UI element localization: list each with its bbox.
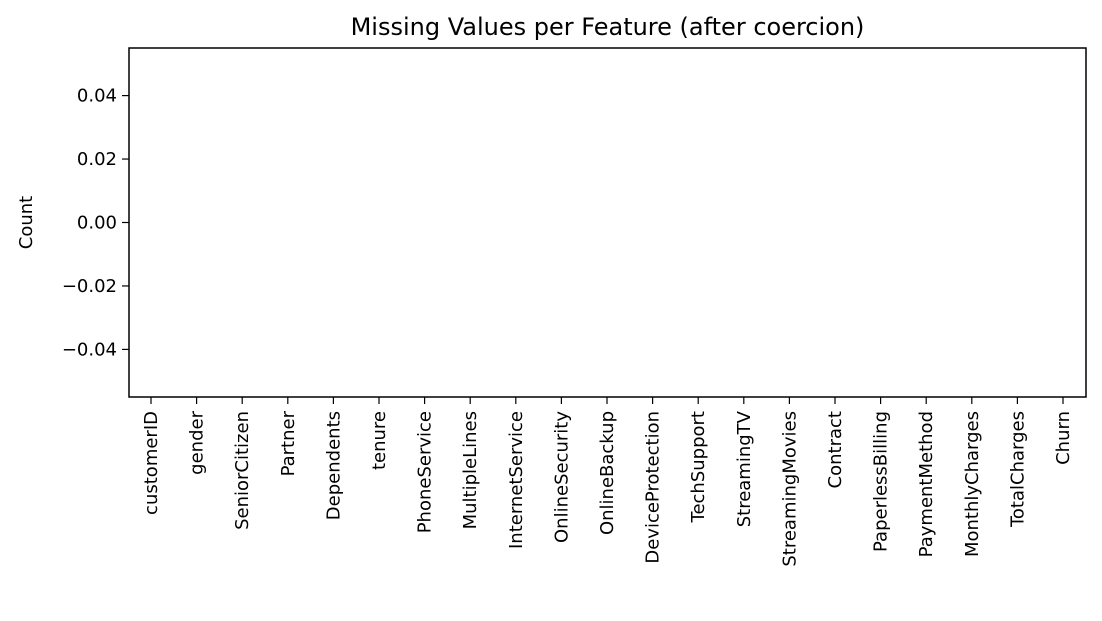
x-tick-label: MultipleLines xyxy=(460,411,481,529)
x-tick-label: Dependents xyxy=(323,411,344,520)
x-tick-label: SeniorCitizen xyxy=(232,411,253,530)
x-tick-label: InternetService xyxy=(506,411,527,549)
y-tick-label: −0.04 xyxy=(62,339,117,360)
x-tick-label: TechSupport xyxy=(688,411,709,523)
x-tick-label: tenure xyxy=(369,411,390,470)
plot-area-frame xyxy=(128,47,1087,398)
x-tick-label: StreamingMovies xyxy=(779,411,800,567)
x-tick-label: gender xyxy=(187,410,208,474)
x-tick-label: customerID xyxy=(141,411,162,515)
x-tick-label: Contract xyxy=(825,411,846,488)
x-tick-label: Partner xyxy=(278,410,299,476)
x-tick-label: Churn xyxy=(1053,411,1074,465)
x-tick-label: PaperlessBilling xyxy=(871,411,892,552)
y-axis-ticks: 0.04 0.02 0.00 −0.02 −0.04 xyxy=(62,86,129,360)
x-tick-label: StreamingTV xyxy=(734,410,755,527)
x-tick-label: TotalCharges xyxy=(1007,411,1028,528)
x-tick-label: OnlineBackup xyxy=(597,411,618,535)
chart-title: Missing Values per Feature (after coerci… xyxy=(351,13,865,41)
x-axis-ticks: customerID gender SeniorCitizen Partner Depe… xyxy=(141,397,1074,567)
x-tick-label: DeviceProtection xyxy=(643,411,664,564)
y-tick-label: 0.02 xyxy=(77,149,117,170)
y-tick-label: 0.00 xyxy=(77,213,117,234)
x-tick-label: PaymentMethod xyxy=(916,411,937,557)
y-tick-label: 0.04 xyxy=(77,86,117,107)
y-axis-label: Count xyxy=(16,196,37,249)
x-tick-label: PhoneService xyxy=(415,411,436,533)
x-tick-label: OnlineSecurity xyxy=(551,411,572,543)
x-tick-label: MonthlyCharges xyxy=(962,411,983,557)
y-tick-label: −0.02 xyxy=(62,276,117,297)
